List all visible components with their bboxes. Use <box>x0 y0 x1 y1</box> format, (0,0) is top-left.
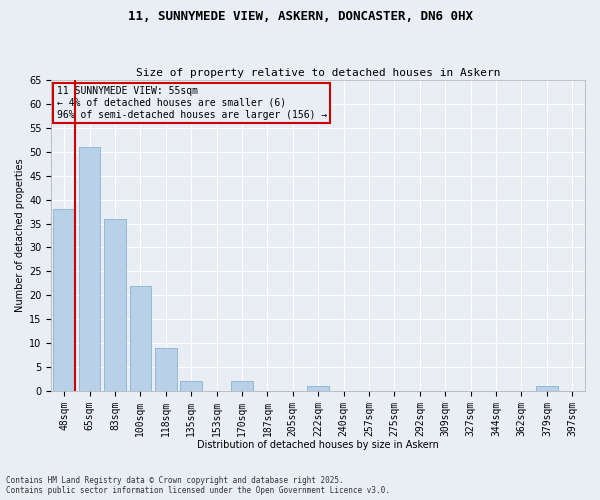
Bar <box>104 219 126 391</box>
Bar <box>79 147 100 391</box>
Title: Size of property relative to detached houses in Askern: Size of property relative to detached ho… <box>136 68 500 78</box>
Bar <box>130 286 151 391</box>
Text: 11 SUNNYMEDE VIEW: 55sqm
← 4% of detached houses are smaller (6)
96% of semi-det: 11 SUNNYMEDE VIEW: 55sqm ← 4% of detache… <box>57 86 327 120</box>
Bar <box>307 386 329 391</box>
Text: Contains HM Land Registry data © Crown copyright and database right 2025.
Contai: Contains HM Land Registry data © Crown c… <box>6 476 390 495</box>
Bar <box>231 382 253 391</box>
Y-axis label: Number of detached properties: Number of detached properties <box>15 158 25 312</box>
Bar <box>155 348 176 391</box>
Bar <box>53 209 75 391</box>
X-axis label: Distribution of detached houses by size in Askern: Distribution of detached houses by size … <box>197 440 439 450</box>
Bar <box>181 382 202 391</box>
Bar <box>536 386 557 391</box>
Text: 11, SUNNYMEDE VIEW, ASKERN, DONCASTER, DN6 0HX: 11, SUNNYMEDE VIEW, ASKERN, DONCASTER, D… <box>128 10 473 23</box>
